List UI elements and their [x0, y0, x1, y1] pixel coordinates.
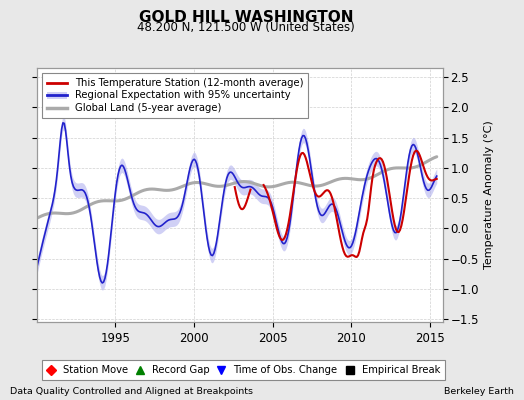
- Text: GOLD HILL WASHINGTON: GOLD HILL WASHINGTON: [139, 10, 354, 25]
- Text: Data Quality Controlled and Aligned at Breakpoints: Data Quality Controlled and Aligned at B…: [10, 387, 254, 396]
- Legend: Station Move, Record Gap, Time of Obs. Change, Empirical Break: Station Move, Record Gap, Time of Obs. C…: [42, 360, 445, 380]
- Text: Berkeley Earth: Berkeley Earth: [444, 387, 514, 396]
- Y-axis label: Temperature Anomaly (°C): Temperature Anomaly (°C): [485, 121, 495, 269]
- Text: 48.200 N, 121.500 W (United States): 48.200 N, 121.500 W (United States): [137, 21, 355, 34]
